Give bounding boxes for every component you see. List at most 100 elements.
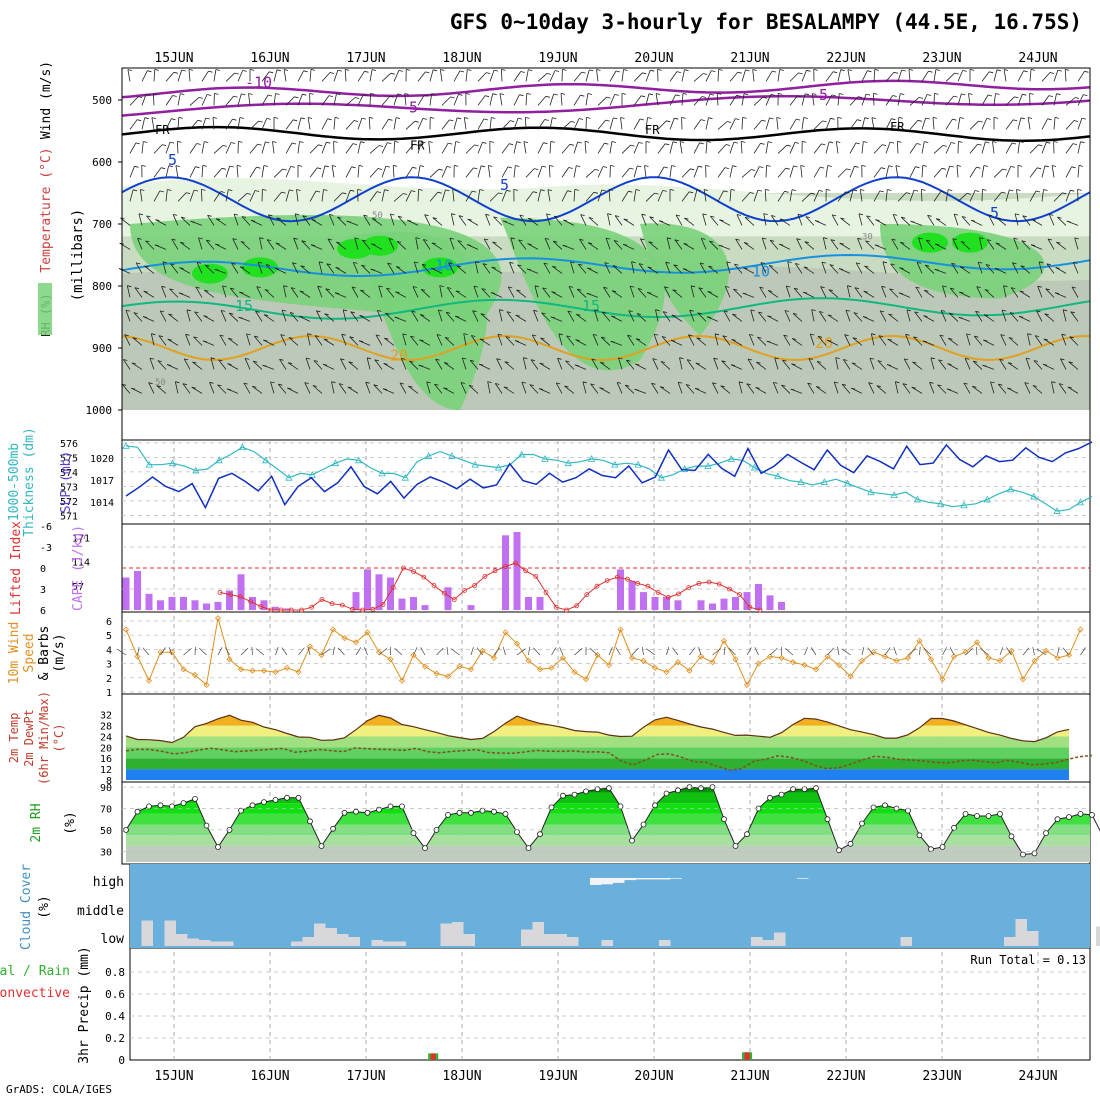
wind-barb	[175, 381, 180, 384]
wind-barb	[723, 310, 731, 322]
wind-barb	[867, 647, 874, 656]
wind-barb	[378, 648, 388, 656]
top-date-label: 16JUN	[250, 51, 289, 66]
wind-point	[180, 666, 187, 673]
wind-barb	[503, 386, 515, 394]
wind-point	[1031, 657, 1038, 664]
wind-barb	[552, 240, 563, 250]
wind-barb	[231, 142, 236, 144]
upper-air-group: -10-5-5FRFRFRFR5551010151520205050305006…	[86, 69, 1091, 440]
wind-barb	[758, 311, 767, 322]
thickness-point	[1030, 492, 1038, 500]
wind-barb	[616, 382, 623, 394]
bottom-date-label: 22JUN	[826, 1069, 865, 1084]
wind-barb	[167, 189, 172, 191]
li-point	[502, 564, 508, 569]
wind-barb	[280, 334, 287, 346]
wind-barb	[222, 145, 227, 147]
wind-barb	[504, 361, 515, 370]
wind-barb	[671, 165, 676, 167]
wind-barb	[1041, 95, 1050, 106]
wind-barb	[675, 214, 683, 226]
wind-barb	[769, 647, 778, 656]
wind-barb	[501, 143, 510, 154]
wind-barb	[157, 360, 162, 362]
cape-bar	[203, 603, 210, 610]
wind-barb	[681, 168, 691, 178]
wind-barb	[885, 165, 890, 178]
wind-barb	[564, 385, 569, 388]
wind-barb	[129, 119, 138, 130]
wind-point	[329, 626, 337, 633]
wind-barb	[1081, 117, 1086, 120]
li-point	[431, 583, 437, 588]
wind-barb	[273, 93, 276, 106]
wind-barb	[405, 167, 413, 178]
wind-barb	[419, 339, 424, 342]
wind-barb	[613, 240, 623, 250]
wind-barb	[215, 243, 227, 250]
wind-barb	[135, 142, 140, 145]
wind-barb	[502, 220, 507, 223]
wind-barb	[909, 189, 915, 202]
wind-barb	[542, 287, 551, 298]
wind-barb	[674, 117, 679, 120]
wind-barb	[784, 310, 791, 322]
wind-barb	[122, 359, 131, 370]
wind-barb	[992, 141, 997, 143]
cape-tick-label: 114	[72, 558, 90, 569]
wind-barb	[452, 189, 457, 191]
li-point	[747, 604, 753, 610]
thickness-point	[564, 459, 572, 467]
wind-barb	[509, 261, 514, 264]
wind-barb	[758, 311, 763, 314]
wind-barb	[687, 359, 692, 361]
thickness-point	[471, 460, 479, 468]
wind-barb	[386, 287, 395, 298]
wind-barb	[757, 336, 767, 346]
wind-barb	[222, 285, 227, 298]
wind-barb	[717, 144, 727, 154]
wind-barb	[936, 218, 941, 221]
wind-barb	[606, 237, 611, 240]
wind-barb	[159, 310, 167, 322]
wind-barb	[906, 309, 911, 322]
wind-barb	[703, 73, 708, 75]
cloud-low-bar	[371, 940, 383, 946]
wind-barb	[385, 312, 390, 315]
wind-barb	[137, 237, 142, 240]
wind-barb	[491, 266, 496, 269]
wind-barb	[497, 333, 502, 336]
wind-barb	[538, 388, 544, 390]
wind-barb	[647, 266, 659, 274]
wind-barb	[989, 71, 994, 74]
wind-barb	[723, 190, 728, 193]
wind-barb	[733, 141, 738, 144]
wind-barb	[133, 312, 138, 314]
wind-barb	[932, 117, 938, 119]
wind-barb	[745, 69, 750, 72]
wind-barb	[807, 382, 812, 385]
wind-point	[927, 656, 935, 663]
wind-barb	[486, 72, 491, 74]
wind-barb	[381, 72, 392, 82]
wind-barb	[519, 214, 527, 226]
wind-barb	[318, 144, 323, 147]
wind-barb	[509, 143, 514, 146]
wind-barb	[125, 309, 131, 322]
wind-barb	[662, 190, 667, 192]
li-point	[706, 579, 712, 585]
wind-barb	[162, 261, 167, 264]
cloud-low-bar	[762, 940, 774, 946]
wind-barb	[699, 262, 707, 274]
wind-barb	[505, 336, 515, 346]
wind-barb	[345, 120, 355, 130]
wind-barb	[709, 93, 714, 96]
wind-barb	[290, 287, 299, 298]
li-point	[665, 595, 671, 600]
cape-bar	[755, 584, 762, 610]
wind-barb	[828, 289, 833, 292]
cloud-low-bar	[210, 941, 222, 946]
rh-2m-axis-title: (%)	[63, 811, 78, 834]
rh-point	[675, 787, 681, 794]
